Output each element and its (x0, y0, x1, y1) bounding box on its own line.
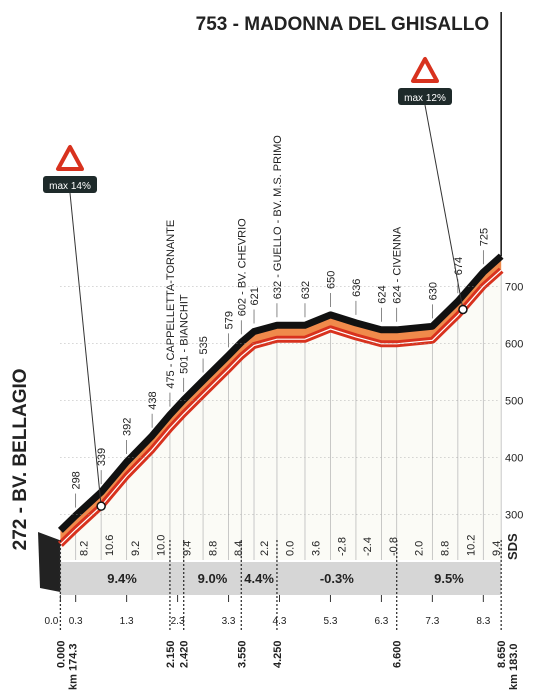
gradient-label: 8.8 (207, 541, 219, 556)
gradient-label: 10.0 (156, 535, 168, 556)
gradient-label: 8.8 (439, 541, 451, 556)
x-tick-label: 6.3 (374, 616, 388, 627)
summit-label: 753 - MADONNA DEL GHISALLO (196, 14, 489, 35)
gradient-label: 8.2 (78, 541, 90, 556)
max-box (43, 176, 97, 193)
distance-label: 4.250 (272, 640, 284, 668)
logo: SDS (505, 533, 520, 560)
altitude-label: 632 (300, 281, 312, 299)
warning-icon (411, 57, 439, 83)
altitude-label: 630 (427, 282, 439, 300)
sector-label: 9.0% (198, 571, 228, 586)
gradient-label: 3.6 (310, 541, 322, 556)
altitude-label: 632 - GUELLO - BV. M.S. PRIMO (272, 135, 284, 299)
x-tick-label: 5.3 (324, 616, 338, 627)
x-tick-label: 2.3 (171, 616, 185, 627)
distance-label: 2.420 (179, 640, 191, 668)
distance-label: 2.150 (165, 640, 177, 668)
distance-label: 0.000 (55, 640, 67, 668)
gradient-label: 0.0 (285, 541, 297, 556)
altitude-label: 579 (224, 311, 236, 329)
altitude-label: 624 - CIVENNA (392, 226, 404, 304)
altitude-label: 725 (478, 228, 490, 246)
sector-band (60, 562, 502, 595)
y-tick-label: 300 (505, 509, 523, 521)
y-tick-label: 400 (505, 452, 523, 464)
x-tick-label: 0.0 (44, 616, 58, 627)
y-tick-label: 500 (505, 395, 523, 407)
distance-label: 8.650 (496, 640, 508, 668)
altitude-label: 636 (351, 279, 363, 297)
gradient-label: 2.0 (414, 541, 426, 556)
profile-line (57, 253, 504, 533)
x-tick-label: 4.3 (273, 616, 287, 627)
altitude-label: 650 (325, 271, 337, 289)
gradient-label: 8.4 (233, 541, 245, 556)
y-tick-label: 600 (505, 338, 523, 350)
max-label: max 12% (404, 93, 446, 104)
max-leader (69, 192, 102, 507)
road-wall (38, 532, 61, 592)
altitude-label: 475 - CAPPELLETTA-TORNANTE (165, 220, 177, 389)
gradient-label: -0.8 (388, 537, 400, 556)
gradient-label: 9.4 (491, 541, 503, 556)
altitude-label: 298 (71, 471, 83, 489)
km-start: km 174.3 (67, 644, 79, 690)
gradient-label: 9.2 (130, 541, 142, 556)
distance-label: 6.600 (392, 640, 404, 668)
altitude-label: 501 - BIANCHIT (179, 294, 191, 374)
altitude-label: 624 (376, 285, 388, 303)
altitude-label: 535 (198, 336, 210, 354)
max-box (398, 88, 452, 105)
max-point (458, 304, 468, 315)
max-point (96, 501, 106, 511)
x-tick-label: 3.3 (222, 616, 236, 627)
start-label: 272 - BV. BELLAGIO (10, 368, 31, 550)
warning-icon (56, 145, 84, 171)
altitude-label: 621 (249, 287, 261, 305)
gradient-label: 10.2 (465, 535, 477, 556)
sector-label: 9.5% (434, 571, 464, 586)
gradient-label: -2.8 (336, 537, 348, 556)
sector-label: 4.4% (244, 571, 274, 586)
km-end: km 183.0 (508, 644, 520, 690)
road-white (59, 269, 502, 545)
gradient-label: -2.4 (362, 537, 374, 556)
altitude-label: 392 (122, 418, 134, 436)
y-tick-label: 700 (505, 281, 523, 293)
max-leader (424, 104, 464, 310)
altitude-label: 602 - BV. CHEVRIO (236, 218, 248, 316)
altitude-label: 339 (96, 448, 108, 466)
gradient-label: 10.6 (104, 535, 116, 556)
sector-label: -0.3% (320, 571, 354, 586)
x-tick-label: 8.3 (476, 616, 490, 627)
gradient-label: 2.2 (259, 541, 271, 556)
sector-label: 9.4% (107, 571, 137, 586)
x-tick-label: 7.3 (425, 616, 439, 627)
x-tick-label: 0.3 (69, 616, 83, 627)
max-label: max 14% (49, 181, 91, 192)
distance-label: 3.550 (236, 640, 248, 668)
x-tick-label: 1.3 (120, 616, 134, 627)
gradient-label: 9.4 (182, 541, 194, 556)
